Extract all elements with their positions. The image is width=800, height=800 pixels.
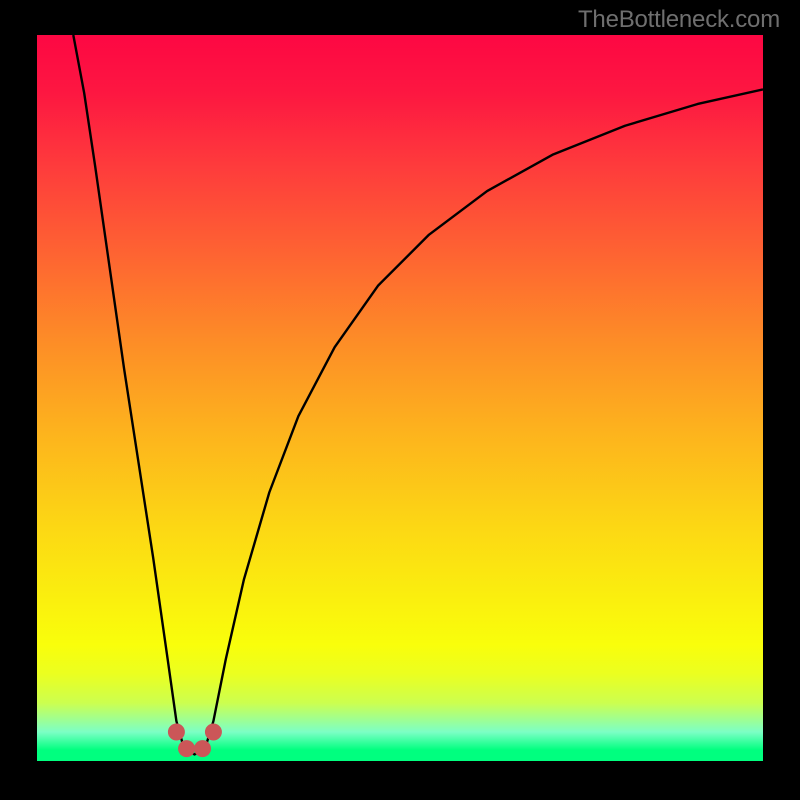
curve-marker: [178, 740, 195, 757]
plot-background: [37, 35, 763, 761]
curve-marker: [194, 740, 211, 757]
plot-area: [37, 35, 763, 761]
chart-root: TheBottleneck.com: [0, 0, 800, 800]
curve-marker: [205, 723, 222, 740]
watermark-text: TheBottleneck.com: [578, 6, 780, 34]
curve-marker: [168, 723, 185, 740]
plot-svg: [37, 35, 763, 761]
